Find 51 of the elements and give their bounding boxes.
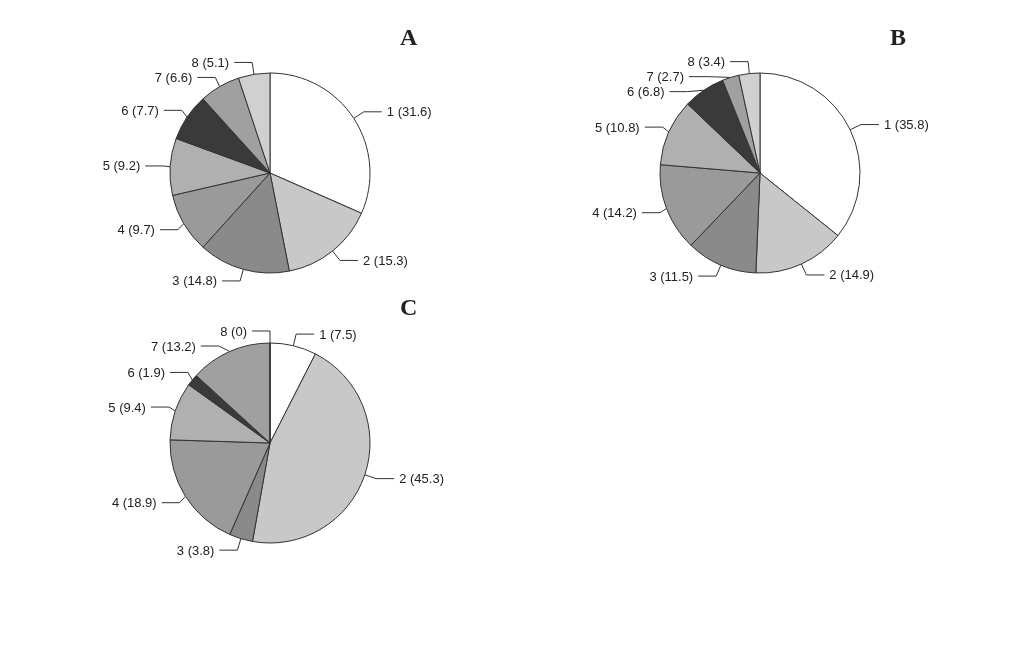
data-label: (15.3) bbox=[373, 252, 408, 268]
data-label: (1.9) bbox=[138, 364, 165, 380]
chart-title: C bbox=[400, 294, 418, 320]
data-label: (14.8) bbox=[183, 273, 218, 289]
data-label: (35.8) bbox=[894, 117, 929, 133]
slice-label: 8 bbox=[191, 54, 199, 70]
data-label: (14.9) bbox=[840, 267, 875, 283]
legend-label: 8 bbox=[220, 323, 228, 339]
data-label: (3.8) bbox=[187, 542, 215, 558]
data-label: (13.2) bbox=[161, 338, 196, 354]
chart-title: B bbox=[890, 24, 907, 50]
data-label: (6.6) bbox=[165, 69, 193, 85]
data-label: (2.7) bbox=[657, 69, 684, 85]
data-label: (18.9) bbox=[122, 495, 157, 511]
slice-label: 2 bbox=[829, 267, 837, 283]
slice-label: 4 bbox=[111, 495, 120, 511]
data-label: (45.3) bbox=[410, 471, 444, 487]
slice-label: 7 bbox=[154, 69, 162, 85]
slice-label: 7 bbox=[151, 338, 159, 354]
slice-label: 1 bbox=[883, 117, 892, 133]
slice-label: 6 bbox=[127, 364, 135, 380]
slice-label: 2 bbox=[399, 471, 407, 487]
slice-label: 1 bbox=[386, 104, 395, 120]
slice-label: 3 bbox=[172, 273, 180, 289]
slice-label: 4 bbox=[592, 205, 600, 221]
slice-label: 4 bbox=[117, 222, 125, 238]
chart-title: A bbox=[400, 24, 418, 50]
slice-label: 5 bbox=[594, 119, 603, 135]
slice-label: 1 bbox=[319, 326, 327, 342]
data-label: (11.5) bbox=[660, 268, 694, 284]
data-label: (9.2) bbox=[113, 158, 141, 174]
data-label: (9.4) bbox=[119, 399, 146, 415]
slice-label: 6 bbox=[626, 84, 635, 100]
data-label: (5.1) bbox=[202, 54, 230, 70]
slice-label: 2 bbox=[363, 252, 371, 268]
slice-label: 5 bbox=[108, 399, 116, 415]
slice-label: 5 bbox=[102, 158, 110, 174]
data-label: (14.2) bbox=[602, 205, 637, 221]
data-label: (7.5) bbox=[329, 326, 357, 342]
slice-label: 6 bbox=[121, 102, 129, 118]
data-label: (3.4) bbox=[698, 54, 726, 70]
data-label: (31.6) bbox=[397, 104, 432, 120]
data-label: (10.8) bbox=[605, 119, 640, 135]
data-label: (7.7) bbox=[132, 102, 159, 118]
slice-label: 3 bbox=[649, 268, 657, 284]
data-label: (9.7) bbox=[128, 222, 155, 238]
slice-label: 8 bbox=[687, 54, 695, 70]
slice-label: 3 bbox=[176, 542, 185, 558]
data-label: (6.8) bbox=[637, 84, 665, 100]
text: (0) bbox=[231, 323, 247, 339]
slice-label: 7 bbox=[646, 69, 654, 85]
